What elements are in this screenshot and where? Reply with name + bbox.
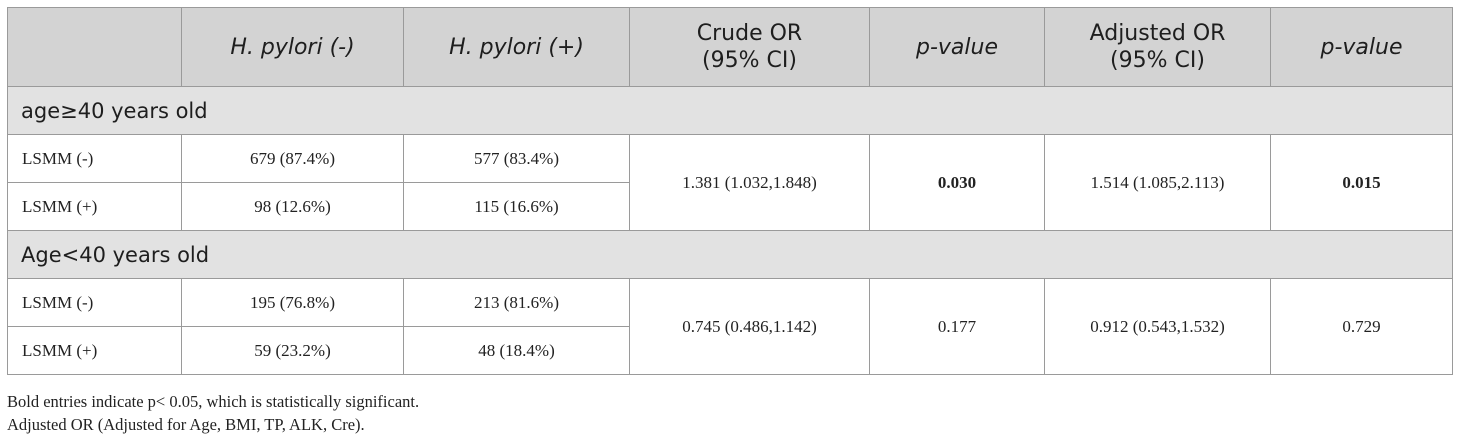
table-row: LSMM (+) 59 (23.2%) 48 (18.4%): [7, 326, 1453, 375]
header-crude-p-value: p-value: [869, 7, 1045, 87]
header-adjusted-or-line1: Adjusted OR: [1089, 21, 1226, 46]
cell-hpylori-positive: 213 (81.6%): [403, 278, 630, 327]
cell-hpylori-negative: 98 (12.6%): [181, 182, 404, 231]
cell-crude-p-value: 0.177: [869, 278, 1045, 375]
header-hpylori-positive: H. pylori (+): [403, 7, 630, 87]
group-label: Age<40 years old: [7, 230, 1453, 279]
cell-crude-or: 1.381 (1.032,1.848): [629, 134, 870, 231]
footnote-significance: Bold entries indicate p< 0.05, which is …: [7, 392, 420, 411]
cell-hpylori-negative: 679 (87.4%): [181, 134, 404, 183]
cell-crude-p-value: 0.030: [869, 134, 1045, 231]
group-row-age-40-plus: age≥40 years old: [7, 86, 1453, 135]
group-label: age≥40 years old: [7, 86, 1453, 135]
results-table: H. pylori (-) H. pylori (+) Crude OR (95…: [7, 7, 1453, 375]
table-row: LSMM (-) 195 (76.8%) 213 (81.6%) 0.745 (…: [7, 278, 1453, 375]
header-crude-or-line2: (95% CI): [702, 48, 797, 73]
table-row: LSMM (+) 98 (12.6%) 115 (16.6%): [7, 182, 1453, 231]
header-crude-or: Crude OR (95% CI): [629, 7, 870, 87]
header-row: H. pylori (-) H. pylori (+) Crude OR (95…: [7, 7, 1453, 87]
row-label: LSMM (-): [7, 134, 182, 183]
header-adjusted-or-line2: (95% CI): [1110, 48, 1205, 73]
row-label: LSMM (+): [7, 326, 182, 375]
cell-adjusted-or: 1.514 (1.085,2.113): [1044, 134, 1271, 231]
cell-adjusted-p-value: 0.015: [1270, 134, 1453, 231]
cell-hpylori-positive: 577 (83.4%): [403, 134, 630, 183]
cell-hpylori-positive: 48 (18.4%): [403, 326, 630, 375]
cell-hpylori-positive: 115 (16.6%): [403, 182, 630, 231]
header-crude-or-line1: Crude OR: [696, 21, 803, 46]
table-footnotes: Bold entries indicate p< 0.05, which is …: [7, 390, 419, 436]
footnote-adjustment: Adjusted OR (Adjusted for Age, BMI, TP, …: [7, 415, 365, 434]
row-label: LSMM (-): [7, 278, 182, 327]
group-row-age-under-40: Age<40 years old: [7, 230, 1453, 279]
row-label: LSMM (+): [7, 182, 182, 231]
header-adjusted-or: Adjusted OR (95% CI): [1044, 7, 1271, 87]
header-hpylori-negative: H. pylori (-): [181, 7, 404, 87]
cell-crude-or: 0.745 (0.486,1.142): [629, 278, 870, 375]
cell-hpylori-negative: 59 (23.2%): [181, 326, 404, 375]
header-adjusted-p-value: p-value: [1270, 7, 1453, 87]
header-empty-cell: [7, 7, 182, 87]
cell-adjusted-p-value: 0.729: [1270, 278, 1453, 375]
cell-adjusted-or: 0.912 (0.543,1.532): [1044, 278, 1271, 375]
cell-hpylori-negative: 195 (76.8%): [181, 278, 404, 327]
table-row: LSMM (-) 679 (87.4%) 577 (83.4%) 1.381 (…: [7, 134, 1453, 231]
